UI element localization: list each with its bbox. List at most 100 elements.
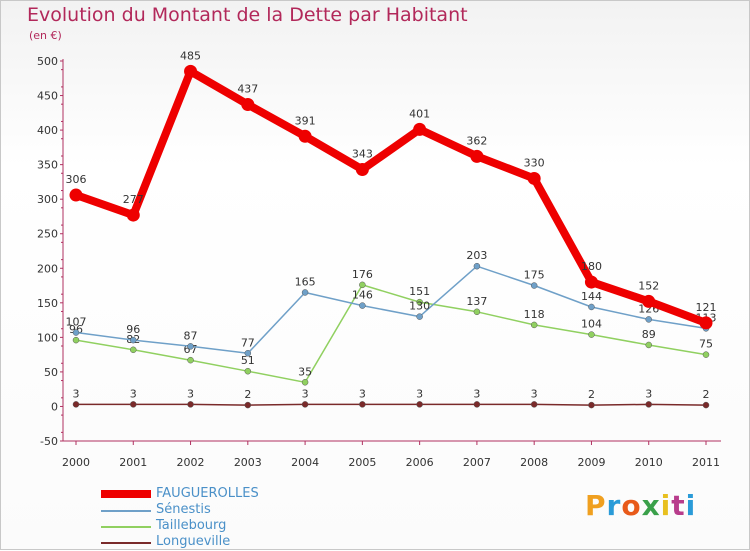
data-point: [473, 401, 481, 408]
x-tick-label: 2002: [177, 456, 205, 469]
y-tick-label: 200: [37, 262, 58, 275]
data-point: [187, 356, 194, 364]
data-point: [298, 129, 312, 143]
legend-label: Taillebourg: [156, 518, 227, 533]
data-label: 362: [466, 134, 487, 147]
logo-letter: i: [685, 489, 697, 522]
y-tick-label: 0: [51, 400, 58, 413]
y-tick-label: 450: [37, 90, 58, 103]
logo-letter: o: [621, 489, 642, 522]
data-label: 330: [524, 156, 545, 169]
y-tick-label: 100: [37, 331, 58, 344]
data-label: 75: [699, 338, 713, 351]
data-label: 3: [130, 387, 137, 400]
data-point: [530, 282, 538, 289]
x-tick-label: 2003: [234, 456, 262, 469]
series-line-fauguerolles: [72, 67, 710, 327]
data-label: 118: [524, 308, 545, 321]
x-tick-label: 2010: [635, 456, 663, 469]
logo-letter: i: [660, 489, 672, 522]
data-label: 104: [581, 318, 602, 331]
data-point: [588, 401, 595, 409]
data-label: 152: [638, 279, 659, 292]
data-point: [301, 289, 309, 296]
data-label: 3: [473, 387, 480, 400]
data-label: 2: [588, 388, 595, 401]
data-point: [130, 336, 137, 344]
legend-swatch: [101, 490, 151, 498]
data-point: [530, 321, 538, 329]
data-point: [473, 262, 481, 270]
data-point: [588, 331, 595, 338]
data-label: 437: [237, 83, 258, 96]
data-label: 96: [126, 323, 140, 336]
data-label: 107: [66, 316, 87, 329]
data-point: [413, 122, 427, 136]
data-point: [301, 401, 309, 408]
data-label: 343: [352, 147, 373, 160]
data-label: 175: [524, 269, 545, 282]
x-tick-label: 2009: [577, 456, 605, 469]
data-point: [69, 188, 83, 202]
data-label: 180: [581, 260, 602, 273]
data-label: 3: [359, 387, 366, 400]
data-point: [130, 346, 137, 354]
y-tick-label: -50: [40, 435, 58, 448]
data-point: [301, 379, 309, 386]
data-point: [702, 351, 710, 358]
data-point: [416, 401, 423, 408]
data-label: 401: [409, 107, 430, 120]
data-point: [359, 302, 366, 309]
data-label: 3: [73, 387, 80, 400]
logo-letter: P: [585, 489, 607, 522]
data-point: [530, 401, 538, 408]
data-point: [244, 367, 252, 375]
data-point: [473, 308, 481, 316]
data-label: 130: [409, 300, 430, 313]
y-tick-label: 300: [37, 193, 58, 206]
data-label: 2: [703, 388, 710, 401]
data-label: 146: [352, 289, 373, 302]
y-tick-label: 250: [37, 228, 58, 241]
data-label: 121: [696, 301, 717, 314]
chart-subtitle: (en €): [29, 29, 62, 42]
legend-swatch: [101, 542, 151, 544]
legend-label: Longueville: [156, 534, 231, 549]
data-label: 89: [642, 328, 656, 341]
data-label: 87: [184, 329, 198, 342]
data-label: 35: [298, 365, 312, 378]
logo-letter: r: [606, 489, 622, 522]
data-point: [72, 401, 80, 408]
y-tick-label: 150: [37, 297, 58, 310]
data-point: [359, 401, 366, 408]
x-tick-label: 2007: [463, 456, 491, 469]
data-label: 144: [581, 290, 602, 303]
data-point: [359, 281, 366, 289]
series-line-sénestis: [75, 265, 707, 355]
data-point: [244, 401, 252, 409]
data-label: 137: [466, 295, 487, 308]
data-label: 3: [531, 387, 538, 400]
data-point: [584, 275, 598, 289]
x-tick-label: 2004: [291, 456, 319, 469]
data-label: 77: [241, 336, 255, 349]
data-label: 151: [409, 285, 430, 298]
x-tick-label: 2011: [692, 456, 720, 469]
data-label: 3: [187, 387, 194, 400]
data-label: 277: [123, 193, 144, 206]
y-tick-label: 400: [37, 124, 58, 137]
legend-swatch: [101, 526, 151, 528]
data-point: [527, 171, 541, 185]
legend-label: Sénestis: [156, 502, 211, 517]
series-line-taillebourg: [75, 284, 707, 384]
legend-label: FAUGUEROLLES: [156, 486, 259, 501]
data-point: [241, 98, 255, 112]
series-line-longueville: [75, 403, 707, 406]
y-tick-label: 50: [44, 366, 58, 379]
data-label: 176: [352, 268, 373, 281]
data-point: [187, 343, 194, 350]
data-point: [699, 316, 713, 330]
proxiti-logo: Proxiti: [585, 489, 696, 522]
data-label: 391: [295, 114, 316, 127]
